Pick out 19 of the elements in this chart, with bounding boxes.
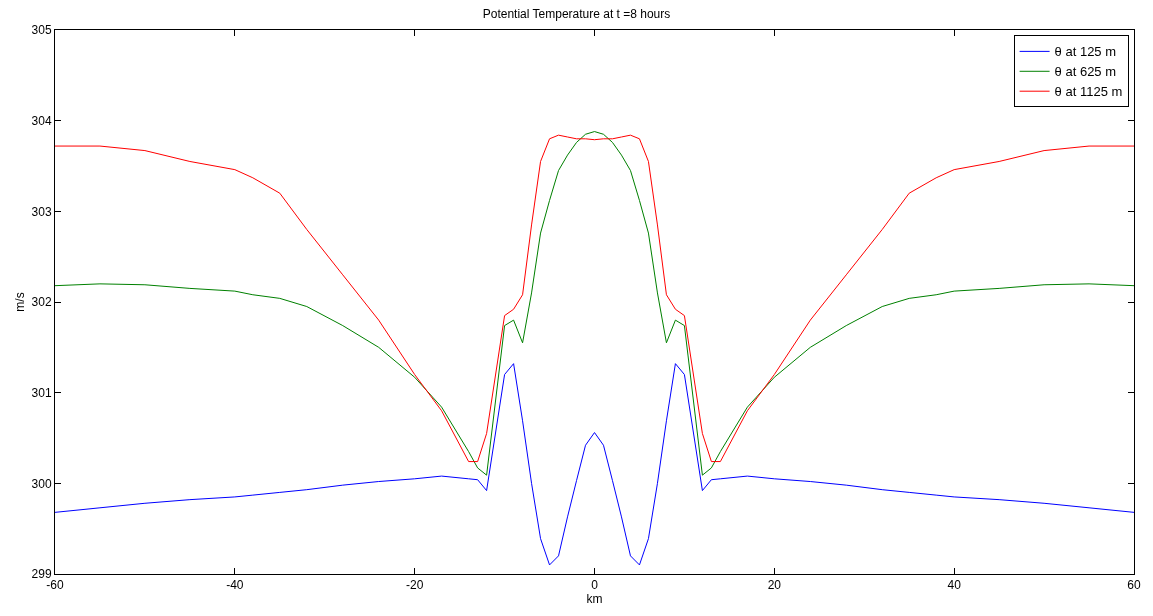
x-tick-label: -40 — [226, 578, 244, 593]
chart-title: Potential Temperature at t =8 hours — [482, 6, 671, 21]
x-tick-label: 60 — [1127, 578, 1141, 593]
x-tick-label: -20 — [406, 578, 424, 593]
y-tick-label: 303 — [31, 204, 52, 219]
y-tick-label: 300 — [31, 476, 52, 491]
x-axis-title: km — [586, 592, 603, 607]
x-tick-label: 20 — [767, 578, 782, 593]
x-tick-label: 0 — [591, 578, 599, 593]
y-tick-label: 305 — [31, 23, 52, 38]
legend-label: θ at 1125 m — [1054, 84, 1123, 100]
y-tick-label: 304 — [31, 113, 52, 128]
y-tick-label: 301 — [31, 385, 52, 400]
line-series — [55, 363, 1134, 566]
legend-label: θ at 625 m — [1054, 64, 1117, 80]
y-tick-label: 302 — [31, 295, 52, 310]
x-tick-label: 40 — [947, 578, 962, 593]
legend-label: θ at 125 m — [1054, 44, 1117, 60]
y-axis-title: m/s — [12, 292, 27, 312]
